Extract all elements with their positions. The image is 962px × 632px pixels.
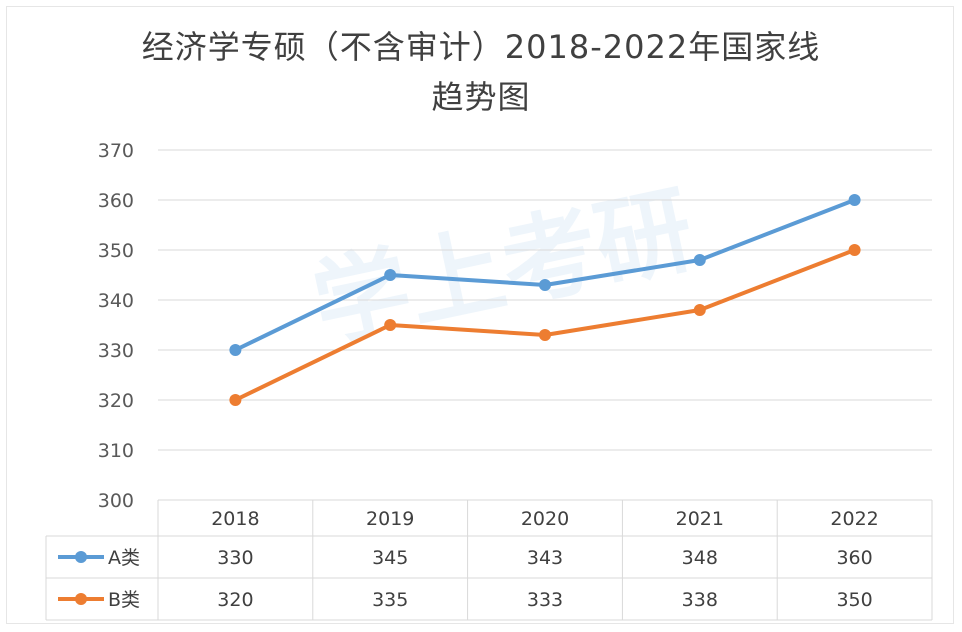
y-tick-label-330: 330	[98, 340, 134, 362]
data-point-1-2	[539, 329, 551, 341]
y-tick-label-370: 370	[98, 140, 134, 162]
chart-frame	[6, 6, 954, 624]
table-value-0-1: 345	[372, 547, 408, 569]
x-category-label-2022: 2022	[830, 508, 878, 530]
data-point-0-1	[384, 269, 397, 281]
legend-key-marker-1	[75, 593, 87, 605]
data-point-0-2	[539, 279, 551, 291]
y-tick-label-350: 350	[98, 240, 134, 262]
table-value-0-0: 330	[217, 547, 253, 569]
data-point-1-1	[384, 319, 397, 331]
data-point-0-4	[848, 194, 861, 206]
y-tick-label-310: 310	[98, 440, 134, 462]
data-point-0-0	[229, 344, 242, 356]
x-category-label-2018: 2018	[211, 508, 259, 530]
table-value-1-1: 335	[372, 589, 408, 611]
table-value-1-3: 338	[682, 589, 718, 611]
x-category-label-2020: 2020	[521, 508, 569, 530]
table-value-1-2: 333	[527, 589, 563, 611]
table-value-0-4: 360	[836, 547, 872, 569]
y-tick-label-300: 300	[98, 490, 134, 512]
x-category-label-2019: 2019	[366, 508, 414, 530]
chart-title-line-1: 经济学专硕（不含审计）2018-2022年国家线	[141, 28, 821, 66]
data-point-0-3	[693, 254, 706, 266]
data-point-1-4	[848, 244, 861, 256]
y-tick-label-360: 360	[98, 190, 134, 212]
y-tick-label-320: 320	[98, 390, 134, 412]
chart-title-line-2: 趋势图	[431, 78, 531, 116]
table-value-0-3: 348	[682, 547, 718, 569]
table-value-0-2: 343	[527, 547, 563, 569]
table-value-1-0: 320	[217, 589, 253, 611]
data-point-1-3	[693, 304, 706, 316]
legend-label-0: A类	[108, 547, 140, 569]
y-tick-label-340: 340	[98, 290, 134, 312]
data-point-1-0	[229, 394, 242, 406]
legend-label-1: B类	[108, 589, 140, 611]
table-value-1-4: 350	[836, 589, 872, 611]
legend-key-marker-0	[75, 551, 87, 563]
x-category-label-2021: 2021	[676, 508, 724, 530]
